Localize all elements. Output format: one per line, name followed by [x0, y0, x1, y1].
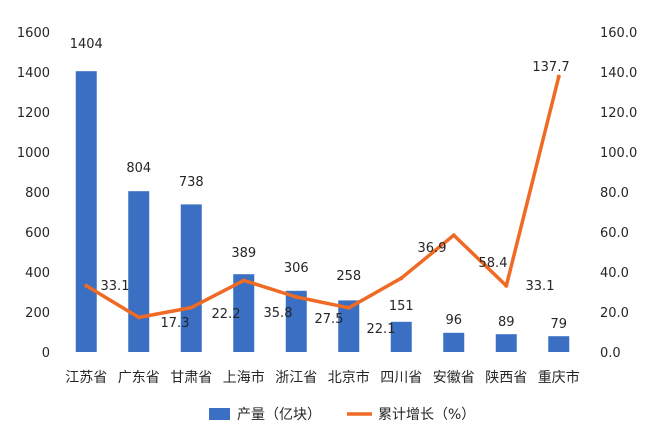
- left-tick-label: 1600: [17, 26, 50, 41]
- line-point: [241, 278, 246, 283]
- bar-data-label: 804: [126, 161, 151, 176]
- line-point: [451, 233, 456, 238]
- right-axis: 0.0 20.0 40.0 60.0 80.0 100.0 120.0 140.0 160.0: [600, 26, 637, 361]
- bar: [75, 71, 97, 352]
- bar-data-labels: 1404 804 738 389 306 258 151 96 89 79: [70, 37, 567, 332]
- bar-data-label: 89: [498, 315, 515, 330]
- left-tick-label: 0: [42, 346, 50, 361]
- bar-data-label: 1404: [70, 37, 103, 52]
- left-tick-label: 1000: [17, 146, 50, 161]
- category-label: 甘肃省: [170, 370, 212, 386]
- legend-bar-swatch: [209, 408, 230, 420]
- left-tick-label: 200: [25, 306, 50, 321]
- left-tick-label: 600: [25, 226, 50, 241]
- line-data-label: 137.7: [532, 60, 569, 75]
- bar-data-label: 738: [179, 175, 204, 190]
- category-label: 陕西省: [485, 370, 527, 386]
- bar-data-label: 96: [445, 313, 462, 328]
- line-point: [189, 305, 194, 310]
- left-axis: 0 200 400 600 800 1000 1200 1400 1600: [17, 26, 50, 361]
- right-tick-label: 20.0: [600, 306, 629, 321]
- category-label: 四川省: [380, 370, 422, 386]
- line-point: [136, 315, 141, 320]
- line-data-label: 27.5: [315, 312, 344, 327]
- bar-data-label: 389: [231, 246, 256, 261]
- right-tick-label: 60.0: [600, 226, 629, 241]
- line-data-label: 33.1: [526, 279, 555, 294]
- category-label: 江苏省: [65, 370, 107, 386]
- category-label: 广东省: [118, 370, 160, 386]
- line-data-label: 22.1: [367, 322, 396, 337]
- bar: [390, 321, 412, 352]
- x-axis-categories: 江苏省 广东省 甘肃省 上海市 浙江省 北京市 四川省 安徽省 陕西省 重庆市: [65, 369, 580, 386]
- line-data-label: 36.9: [418, 241, 447, 256]
- bar: [495, 334, 517, 352]
- line-data-label: 33.1: [101, 279, 130, 294]
- left-tick-label: 400: [25, 266, 50, 281]
- right-tick-label: 80.0: [600, 186, 629, 201]
- bar: [338, 300, 360, 352]
- category-label: 安徽省: [433, 370, 475, 386]
- bar-data-label: 306: [284, 261, 309, 276]
- category-label: 上海市: [223, 369, 265, 386]
- line-data-label: 35.8: [264, 306, 293, 321]
- category-label: 浙江省: [275, 370, 317, 386]
- right-tick-label: 100.0: [600, 146, 637, 161]
- bar: [180, 204, 202, 352]
- bar-data-label: 151: [389, 299, 414, 314]
- line-point: [346, 305, 351, 310]
- bar: [128, 191, 150, 352]
- line-path: [84, 74, 561, 320]
- bar: [443, 332, 465, 352]
- line-point: [294, 295, 299, 299]
- line-point: [504, 283, 509, 288]
- right-tick-label: 120.0: [600, 106, 637, 121]
- legend-line-label: 累计增长（%）: [378, 407, 475, 423]
- line-data-label: 58.4: [479, 256, 508, 271]
- category-label: 重庆市: [538, 369, 580, 386]
- line-point: [399, 276, 404, 281]
- line-series: [84, 74, 561, 320]
- bar-series: [75, 71, 570, 352]
- left-tick-label: 1400: [17, 66, 50, 81]
- bar-data-label: 79: [550, 317, 567, 332]
- line-data-label: 17.3: [161, 316, 190, 331]
- line-data-labels: 33.1 17.3 22.2 35.8 27.5 22.1 36.9 58.4 33.1 137.…: [101, 60, 570, 337]
- legend-bar-label: 产量（亿块）: [237, 407, 321, 423]
- right-tick-label: 160.0: [600, 26, 637, 41]
- right-tick-label: 40.0: [600, 266, 629, 281]
- bar-data-label: 258: [336, 269, 361, 284]
- right-tick-label: 140.0: [600, 66, 637, 81]
- line-point: [84, 283, 89, 288]
- line-point: [556, 74, 561, 79]
- legend: 产量（亿块） 累计增长（%）: [209, 407, 475, 423]
- left-tick-label: 800: [25, 186, 50, 201]
- category-label: 北京市: [328, 369, 370, 386]
- bar: [233, 274, 255, 352]
- bar: [548, 336, 570, 352]
- line-data-label: 22.2: [212, 307, 241, 322]
- bar: [285, 290, 307, 352]
- left-tick-label: 1200: [17, 106, 50, 121]
- right-tick-label: 0.0: [600, 346, 621, 361]
